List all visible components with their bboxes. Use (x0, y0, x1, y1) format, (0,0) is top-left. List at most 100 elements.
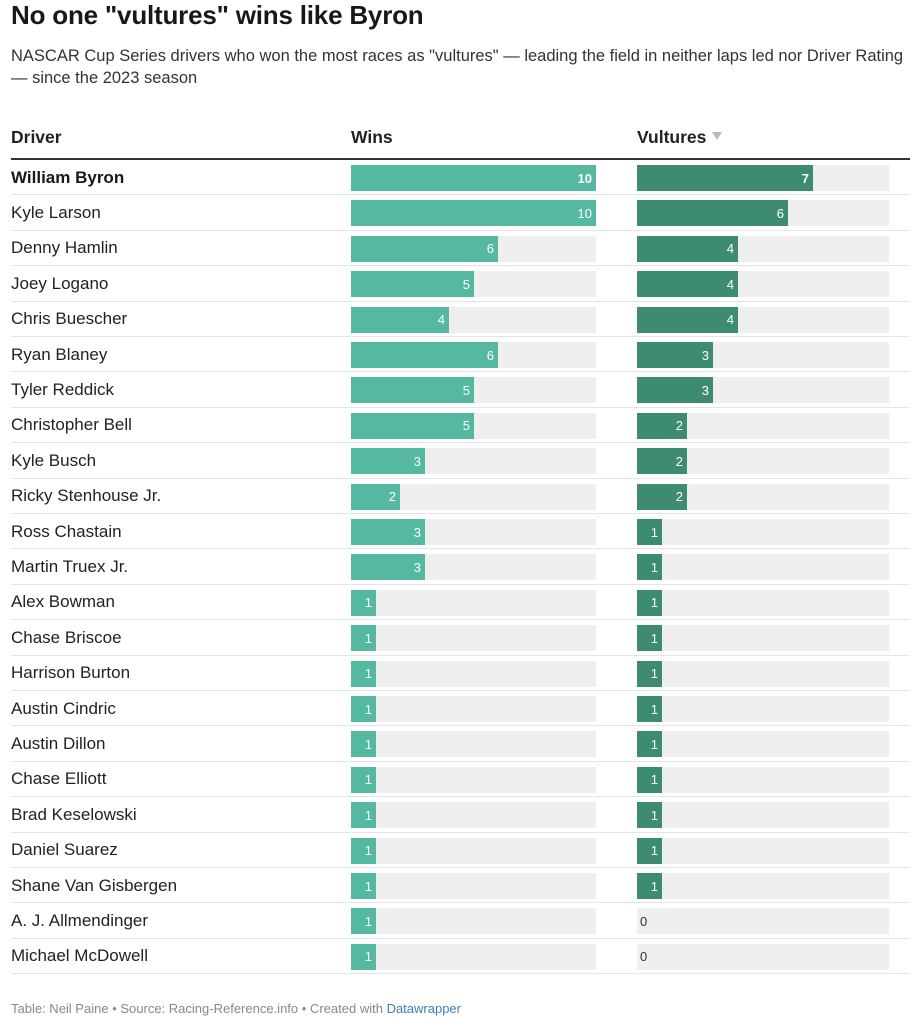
wins-bar (351, 766, 376, 793)
wins-value-label: 6 (486, 241, 494, 257)
row-divider (11, 654, 910, 656)
vultures-bar-track: 2 (637, 412, 889, 439)
footer-source: Source: Racing-Reference.info (120, 1001, 299, 1016)
driver-name: A. J. Allmendinger (11, 911, 149, 931)
driver-name: Ryan Blaney (11, 344, 108, 364)
vultures-value-label: 4 (726, 312, 734, 328)
vultures-bar-track: 1 (637, 625, 889, 652)
wins-value-label: 1 (364, 949, 372, 965)
wins-value-label: 3 (413, 559, 421, 575)
driver-name: Kyle Busch (11, 450, 97, 470)
table-row: Harrison Burton 1 1 (0, 656, 923, 691)
footer-table-credit: Table: Neil Paine (11, 1001, 109, 1016)
driver-name: Martin Truex Jr. (11, 557, 129, 577)
table-row: Ross Chastain 3 1 (0, 514, 923, 550)
row-divider (11, 796, 910, 798)
wins-bar-track: 1 (351, 766, 596, 793)
table-row: Shane Van Gisbergen 1 1 (0, 868, 923, 904)
wins-value-label: 1 (364, 913, 372, 929)
wins-value-label: 1 (364, 701, 372, 717)
vultures-value-label: 1 (650, 701, 658, 717)
vultures-bar (637, 306, 738, 333)
wins-bar (351, 696, 376, 722)
vultures-value-label: 1 (650, 595, 658, 611)
driver-name: Chase Elliott (11, 769, 107, 789)
wins-bar-track: 6 (351, 342, 596, 368)
wins-bar-track: 1 (351, 589, 596, 616)
table-row: Daniel Suarez 1 1 (0, 833, 923, 868)
vultures-bar-track: 1 (637, 519, 889, 545)
wins-value-label: 1 (364, 843, 372, 859)
vultures-bar (637, 660, 662, 687)
driver-name: Denny Hamlin (11, 238, 118, 258)
footer-separator: • (301, 1001, 307, 1016)
vultures-value-label: 3 (701, 382, 709, 398)
vultures-bar (637, 200, 788, 227)
wins-value-label: 1 (364, 878, 372, 894)
column-header-wins[interactable]: Wins (351, 127, 393, 147)
wins-bar (351, 271, 474, 298)
vultures-bar (637, 625, 662, 652)
wins-bar-track: 6 (351, 235, 596, 262)
vultures-bar-track: 3 (637, 377, 889, 404)
vultures-bar-track: 4 (637, 235, 889, 262)
wins-bar (351, 342, 498, 368)
wins-bar (351, 554, 425, 581)
row-divider (11, 583, 910, 585)
row-divider (11, 831, 910, 833)
wins-bar (351, 837, 376, 864)
wins-bar-track: 5 (351, 271, 596, 298)
vultures-value-label: 1 (650, 843, 658, 859)
vultures-value-label: 1 (650, 666, 658, 682)
wins-bar-track: 1 (351, 696, 596, 722)
vultures-bar-track: 2 (637, 483, 889, 510)
datawrapper-link[interactable]: Datawrapper (386, 1001, 461, 1016)
wins-value-label: 4 (437, 312, 445, 328)
vultures-bar (637, 235, 738, 262)
driver-name: Kyle Larson (11, 203, 101, 223)
table-row: Kyle Busch 3 2 (0, 443, 923, 479)
wins-bar (351, 943, 376, 970)
row-divider (11, 760, 910, 762)
driver-name: Chris Buescher (11, 309, 128, 329)
vultures-value-label: 1 (650, 559, 658, 575)
driver-name: Joey Logano (11, 273, 109, 293)
wins-value-label: 10 (577, 170, 592, 186)
wins-bar-track: 3 (351, 519, 596, 545)
column-header-vultures[interactable]: Vultures (637, 127, 723, 148)
vultures-value-label: 4 (726, 276, 734, 292)
wins-bar-track: 5 (351, 412, 596, 439)
wins-bar (351, 483, 400, 510)
row-divider (11, 725, 910, 727)
vultures-value-label: 2 (675, 418, 683, 434)
vultures-value-label: 7 (801, 170, 809, 186)
row-divider (11, 937, 910, 939)
table-row: Chris Buescher 4 4 (0, 302, 923, 337)
sort-descending-icon[interactable] (712, 132, 723, 141)
row-divider (11, 866, 910, 868)
vultures-value-label: 1 (650, 807, 658, 823)
driver-name: Harrison Burton (11, 663, 131, 683)
row-divider (11, 477, 910, 479)
header-divider (11, 158, 910, 160)
vultures-value-label: 1 (650, 878, 658, 894)
row-divider (11, 335, 910, 337)
vultures-bar-track: 1 (637, 660, 889, 687)
table-row: Chase Elliott 1 1 (0, 762, 923, 798)
column-header-driver[interactable]: Driver (11, 127, 62, 147)
table-row: Chase Briscoe 1 1 (0, 620, 923, 656)
wins-bar-track: 5 (351, 377, 596, 404)
wins-value-label: 1 (364, 630, 372, 646)
wins-value-label: 3 (413, 524, 421, 540)
driver-name: Tyler Reddick (11, 380, 114, 400)
wins-bar-track: 1 (351, 837, 596, 864)
vultures-bar (637, 271, 738, 298)
driver-name: Austin Dillon (11, 734, 106, 754)
row-divider (11, 406, 910, 408)
table-row: Denny Hamlin 6 4 (0, 231, 923, 267)
vultures-value-label: 1 (650, 736, 658, 752)
wins-bar-track: 3 (351, 554, 596, 581)
driver-name: Alex Bowman (11, 592, 115, 612)
vultures-value-label: 6 (776, 205, 784, 221)
wins-bar (351, 377, 474, 404)
